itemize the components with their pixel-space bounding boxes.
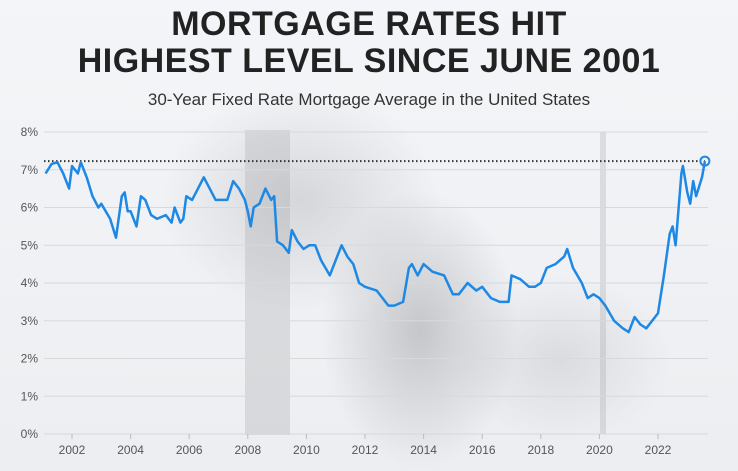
x-tick-label: 2010 [293, 443, 320, 457]
series-line [44, 160, 707, 334]
x-tick-label: 2022 [645, 443, 672, 457]
y-tick-label: 0% [21, 427, 39, 441]
x-tick-label: 2018 [527, 443, 554, 457]
y-tick-label: 5% [21, 238, 39, 252]
x-tick-label: 2016 [469, 443, 496, 457]
y-tick-label: 7% [21, 163, 39, 177]
x-tick-label: 2002 [59, 443, 86, 457]
chart-subtitle: 30-Year Fixed Rate Mortgage Average in t… [147, 90, 591, 109]
x-tick-label: 2020 [586, 443, 613, 457]
y-tick-label: 3% [21, 314, 39, 328]
title-line-1: MORTGAGE RATES HIT [171, 5, 567, 43]
chart-title: MORTGAGE RATES HIT HIGHEST LEVEL SINCE J… [0, 6, 738, 80]
y-tick-label: 6% [21, 201, 39, 215]
title-line-2: HIGHEST LEVEL SINCE JUNE 2001 [77, 42, 661, 80]
y-tick-label: 2% [21, 352, 39, 366]
end-marker [699, 155, 711, 167]
x-tick-label: 2008 [234, 443, 261, 457]
x-tick-label: 2014 [410, 443, 437, 457]
y-tick-label: 1% [21, 389, 39, 403]
y-tick-label: 4% [21, 276, 39, 290]
y-tick-label: 8% [21, 125, 39, 139]
x-tick-label: 2004 [117, 443, 144, 457]
x-tick-label: 2006 [176, 443, 203, 457]
x-tick-label: 2012 [352, 443, 379, 457]
